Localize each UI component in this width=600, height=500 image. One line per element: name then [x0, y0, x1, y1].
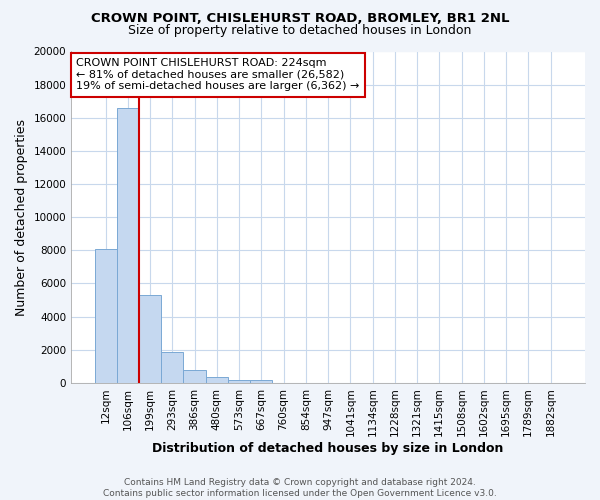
Text: CROWN POINT CHISLEHURST ROAD: 224sqm
← 81% of detached houses are smaller (26,58: CROWN POINT CHISLEHURST ROAD: 224sqm ← 8… [76, 58, 359, 92]
Bar [95, 248, 117, 383]
Y-axis label: Number of detached properties: Number of detached properties [15, 118, 28, 316]
Bar [184, 370, 206, 383]
Bar [117, 108, 139, 383]
Bar [139, 295, 161, 383]
Bar [161, 352, 184, 383]
Text: CROWN POINT, CHISLEHURST ROAD, BROMLEY, BR1 2NL: CROWN POINT, CHISLEHURST ROAD, BROMLEY, … [91, 12, 509, 26]
X-axis label: Distribution of detached houses by size in London: Distribution of detached houses by size … [152, 442, 504, 455]
Text: Contains HM Land Registry data © Crown copyright and database right 2024.
Contai: Contains HM Land Registry data © Crown c… [103, 478, 497, 498]
Bar [250, 380, 272, 383]
Bar [228, 380, 250, 383]
Bar [206, 378, 228, 383]
Text: Size of property relative to detached houses in London: Size of property relative to detached ho… [128, 24, 472, 37]
